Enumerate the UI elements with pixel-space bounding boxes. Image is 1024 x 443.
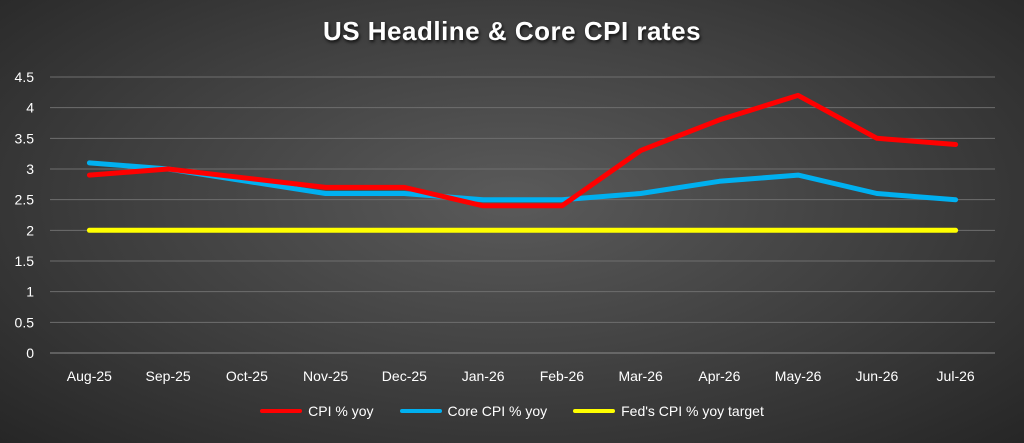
x-axis-ticks: Aug-25 Sep-25 Oct-25 Nov-25 Dec-25 Jan-26 Feb-… (67, 368, 975, 384)
x-tick-label: Dec-25 (382, 368, 427, 384)
x-tick-label: Jan-26 (462, 368, 505, 384)
x-tick-label: Oct-25 (226, 368, 268, 384)
series-line-0 (86, 92, 959, 209)
legend-item-fed-target: Fed's CPI % yoy target (573, 403, 764, 419)
x-tick-label: May-26 (775, 368, 822, 384)
y-tick-label: 2.5 (15, 192, 35, 208)
gridlines (50, 76, 995, 354)
x-tick-label: Jun-26 (855, 368, 898, 384)
y-tick-label: 4.5 (15, 69, 35, 85)
y-tick-label: 3.5 (15, 130, 35, 146)
x-tick-label: Sep-25 (146, 368, 191, 384)
y-tick-label: 1.5 (15, 253, 35, 269)
y-tick-label: 0.5 (15, 314, 35, 330)
legend-label-core-cpi: Core CPI % yoy (447, 403, 548, 419)
series-line-1 (86, 160, 959, 203)
y-tick-label: 1 (26, 284, 34, 300)
y-tick-label: 4 (26, 100, 34, 116)
legend-label-fed-target: Fed's CPI % yoy target (621, 403, 764, 419)
legend: CPI % yoy Core CPI % yoy Fed's CPI % yoy… (0, 403, 1024, 419)
legend-item-core-cpi: Core CPI % yoy (399, 403, 548, 419)
x-tick-label: Aug-25 (67, 368, 112, 384)
x-tick-label: Apr-26 (698, 368, 740, 384)
y-axis-ticks: 0 0.5 1 1.5 2 2.5 3 3.5 4 4.5 (15, 69, 35, 361)
y-tick-label: 0 (26, 345, 34, 361)
series-lines (86, 92, 959, 233)
x-tick-label: Jul-26 (937, 368, 975, 384)
x-tick-label: Feb-26 (540, 368, 585, 384)
chart-title: US Headline & Core CPI rates (322, 16, 702, 46)
x-tick-label: Nov-25 (303, 368, 348, 384)
x-tick-label: Mar-26 (618, 368, 663, 384)
legend-swatch-fed-target (573, 409, 616, 413)
legend-swatch-core-cpi (399, 409, 442, 413)
y-tick-label: 3 (26, 161, 34, 177)
legend-swatch-cpi (260, 409, 303, 413)
legend-item-cpi: CPI % yoy (260, 403, 374, 419)
y-tick-label: 2 (26, 222, 34, 238)
legend-label-cpi: CPI % yoy (308, 403, 374, 419)
